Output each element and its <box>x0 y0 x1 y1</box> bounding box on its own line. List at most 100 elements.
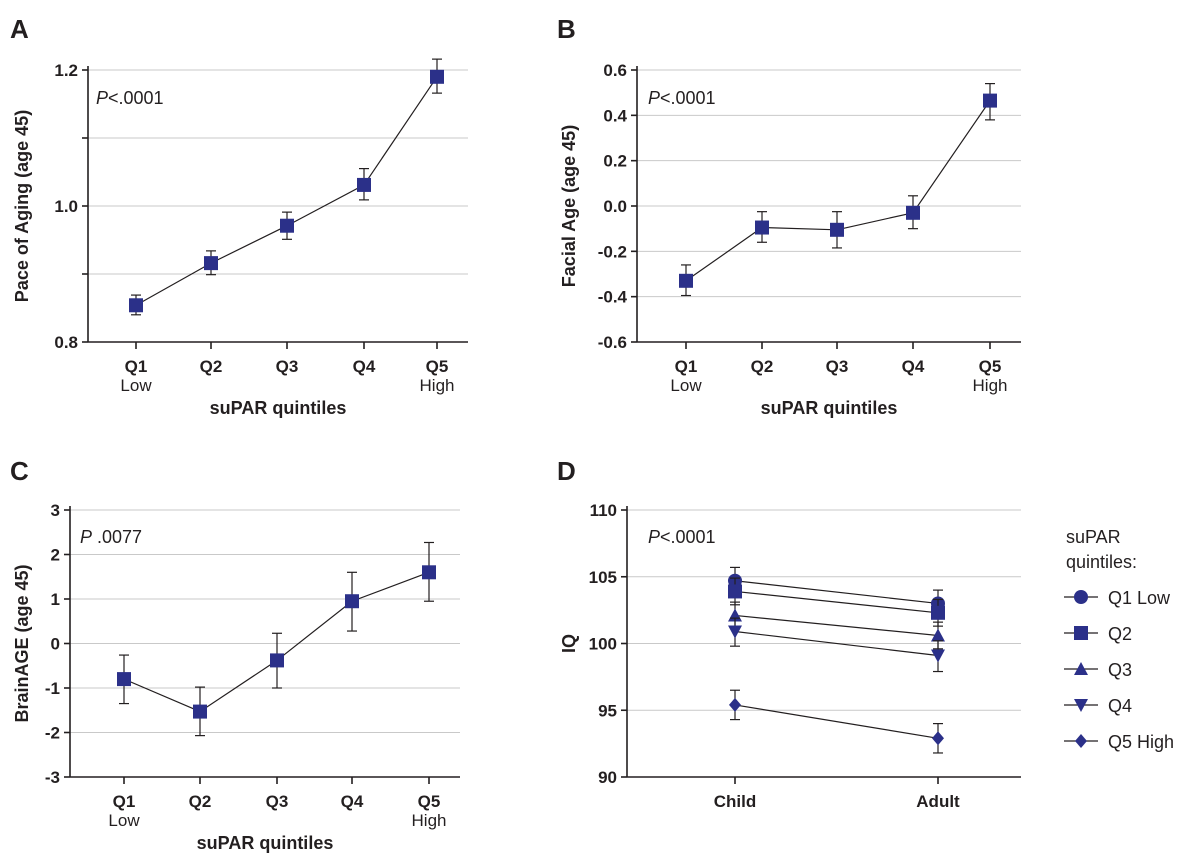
data-point <box>729 697 741 712</box>
x-tick-label: Q3 <box>826 357 849 376</box>
y-axis-label: Pace of Aging (age 45) <box>12 110 32 302</box>
x-tick-label: Q3 <box>276 357 299 376</box>
y-tick-label: -1 <box>45 679 60 698</box>
series-1 <box>129 58 444 316</box>
series-2 <box>728 577 945 627</box>
legend-label: Q4 <box>1108 696 1132 716</box>
x-tick-label: Q1 <box>113 792 136 811</box>
p-value-label: P .0077 <box>80 527 142 547</box>
legend: suPAR quintiles: Q1 Low Q2 Q3 Q4 Q5 High <box>1064 527 1174 752</box>
data-point <box>931 628 945 642</box>
p-value-italic: P <box>96 88 108 108</box>
data-point <box>906 205 920 220</box>
y-tick-label: 0.8 <box>54 333 78 352</box>
x-tick-label: Q1 <box>125 357 148 376</box>
series-1 <box>728 566 945 618</box>
p-value-label: P<.0001 <box>648 527 716 547</box>
panel-d: D 90 95 100 105 110 Child Adult IQ P<.0001 suPAR qu… <box>557 456 1174 811</box>
data-point <box>422 565 436 580</box>
legend-item: Q4 <box>1064 696 1132 716</box>
p-value-text: <.0001 <box>660 88 716 108</box>
y-tick-label: -0.2 <box>598 242 627 261</box>
x-tick-label: Child <box>714 792 757 811</box>
x-tick-label: Q4 <box>353 357 376 376</box>
p-value-text: <.0001 <box>660 527 716 547</box>
series-3 <box>728 601 945 650</box>
data-point <box>932 731 944 746</box>
y-tick-label: 90 <box>598 768 617 787</box>
x-tick-sublabel: High <box>412 811 447 830</box>
y-tick-label: -2 <box>45 724 60 743</box>
data-point <box>679 273 693 288</box>
p-value-text: .0077 <box>92 527 142 547</box>
data-point <box>117 672 131 687</box>
data-point <box>270 653 284 668</box>
y-tick-label: 1 <box>51 590 60 609</box>
data-point <box>430 69 444 84</box>
legend-marker <box>1074 626 1088 640</box>
series-line <box>685 100 991 282</box>
y-axis-label: IQ <box>559 634 579 653</box>
p-value-italic: P <box>80 527 92 547</box>
series-line <box>734 590 939 614</box>
p-value-italic: P <box>648 527 660 547</box>
series-line <box>135 76 438 306</box>
series-line <box>734 580 939 605</box>
data-point <box>345 594 359 609</box>
y-tick-label: 0.6 <box>603 61 627 80</box>
data-point <box>931 605 945 620</box>
series-line <box>734 614 939 637</box>
x-axis-label: suPAR quintiles <box>761 398 898 418</box>
data-point <box>931 649 945 663</box>
series-5 <box>729 689 944 754</box>
y-tick-label: 1.2 <box>54 61 78 80</box>
series-line <box>734 704 939 739</box>
data-point <box>728 584 742 599</box>
p-value-label: P<.0001 <box>96 88 164 108</box>
data-point <box>755 220 769 235</box>
series-1 <box>679 82 997 297</box>
data-point <box>983 93 997 108</box>
series-line <box>734 630 939 657</box>
y-tick-label: 0.2 <box>603 152 627 171</box>
data-point <box>280 218 294 233</box>
y-tick-label: 110 <box>590 501 617 520</box>
legend-label: Q2 <box>1108 624 1132 644</box>
legend-item: Q1 Low <box>1064 588 1171 608</box>
y-tick-label: 1.0 <box>54 197 78 216</box>
data-point <box>830 222 844 237</box>
panel-letter: D <box>557 456 576 486</box>
data-point <box>129 298 143 313</box>
legend-item: Q2 <box>1064 624 1132 644</box>
x-tick-label: Q2 <box>200 357 223 376</box>
y-axis-label: BrainAGE (age 45) <box>12 564 32 722</box>
x-tick-label: Q5 <box>418 792 441 811</box>
legend-item: Q5 High <box>1064 732 1174 752</box>
y-tick-label: 3 <box>51 501 60 520</box>
y-tick-label: 0.4 <box>603 106 627 125</box>
x-tick-label: Q4 <box>341 792 364 811</box>
x-tick-sublabel: Low <box>120 376 152 395</box>
legend-item: Q3 <box>1064 660 1132 680</box>
x-tick-label: Q1 <box>675 357 698 376</box>
x-tick-label: Q2 <box>751 357 774 376</box>
legend-marker <box>1074 590 1088 604</box>
legend-marker <box>1074 699 1088 712</box>
y-tick-label: 2 <box>51 546 60 565</box>
panel-letter: B <box>557 14 576 44</box>
y-tick-label: 0 <box>51 635 60 654</box>
x-tick-label: Q3 <box>266 792 289 811</box>
y-tick-label: 95 <box>598 701 617 720</box>
p-value-text: <.0001 <box>108 88 164 108</box>
series-4 <box>728 617 945 673</box>
x-tick-sublabel: Low <box>670 376 702 395</box>
legend-marker <box>1074 662 1088 675</box>
data-point <box>204 256 218 271</box>
data-point <box>193 704 207 719</box>
x-tick-label: Q4 <box>902 357 925 376</box>
y-tick-label: -3 <box>45 768 60 787</box>
y-tick-label: 0.0 <box>603 197 627 216</box>
x-tick-label: Q2 <box>189 792 212 811</box>
